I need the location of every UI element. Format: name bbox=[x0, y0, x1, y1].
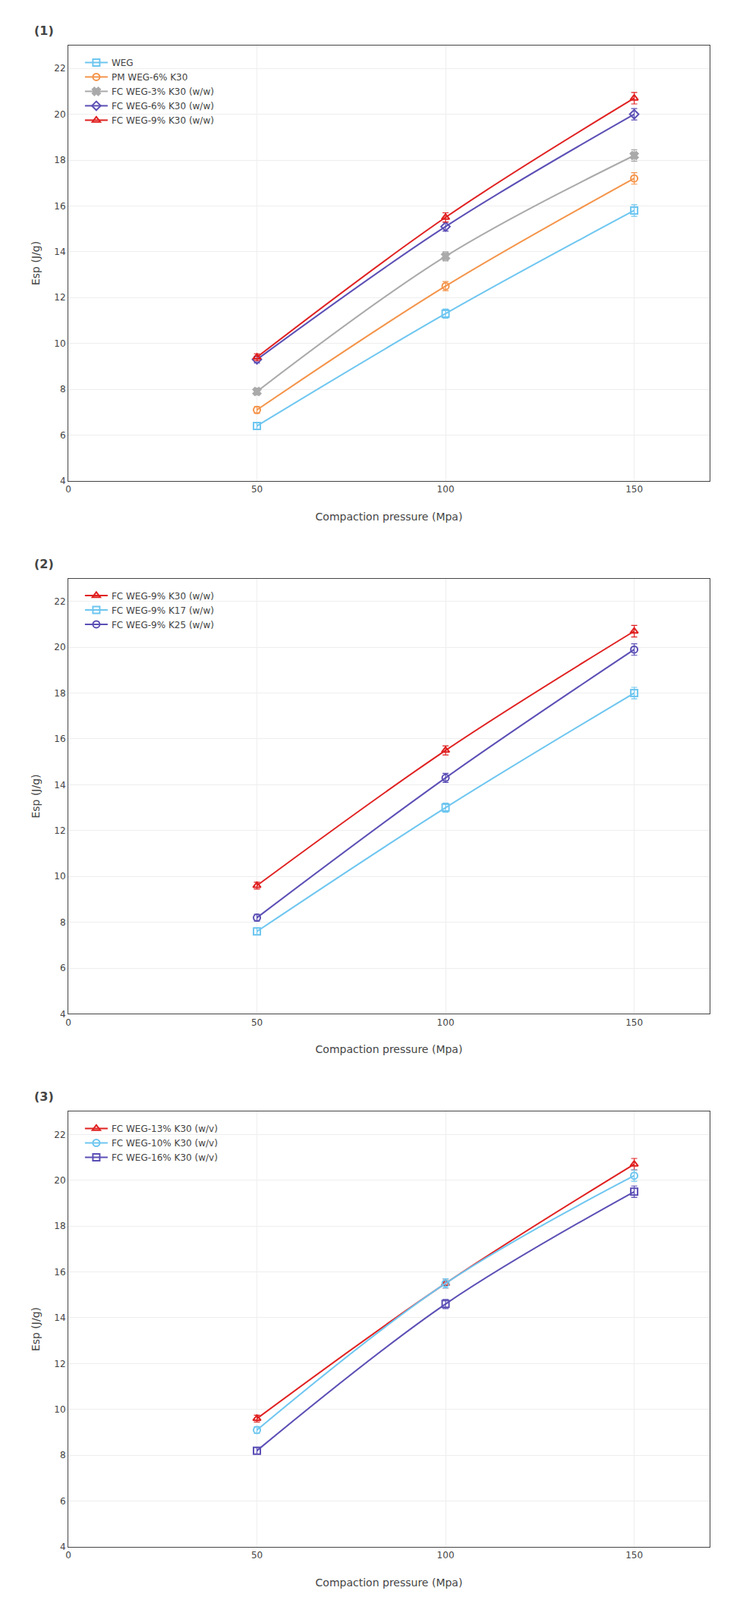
svg-text:FC WEG-9% K25 (w/w): FC WEG-9% K25 (w/w) bbox=[111, 620, 215, 631]
svg-text:4: 4 bbox=[59, 1009, 67, 1021]
svg-text:6: 6 bbox=[59, 430, 67, 441]
svg-text:150: 150 bbox=[625, 1017, 643, 1029]
svg-text:14: 14 bbox=[53, 780, 66, 791]
svg-text:50: 50 bbox=[251, 1017, 263, 1029]
svg-text:(2): (2) bbox=[34, 557, 54, 572]
svg-text:Compaction pressure (Mpa): Compaction pressure (Mpa) bbox=[315, 1043, 463, 1056]
svg-text:16: 16 bbox=[53, 733, 66, 745]
svg-text:20: 20 bbox=[53, 642, 66, 653]
svg-text:22: 22 bbox=[53, 596, 66, 608]
svg-text:WEG: WEG bbox=[111, 57, 134, 69]
svg-text:8: 8 bbox=[59, 917, 67, 929]
svg-text:FC WEG-3% K30 (w/w): FC WEG-3% K30 (w/w) bbox=[111, 86, 215, 98]
svg-text:10: 10 bbox=[53, 338, 66, 350]
svg-text:14: 14 bbox=[53, 246, 66, 258]
svg-text:100: 100 bbox=[437, 1550, 455, 1562]
svg-text:16: 16 bbox=[53, 1267, 66, 1279]
svg-text:6: 6 bbox=[59, 963, 67, 974]
svg-text:150: 150 bbox=[625, 1550, 643, 1562]
svg-text:10: 10 bbox=[53, 871, 66, 882]
svg-text:Compaction pressure (Mpa): Compaction pressure (Mpa) bbox=[315, 510, 463, 523]
svg-text:FC WEG-13% K30 (w/v): FC WEG-13% K30 (w/v) bbox=[111, 1124, 218, 1135]
svg-text:10: 10 bbox=[53, 1404, 66, 1416]
svg-text:FC WEG-9% K17 (w/w): FC WEG-9% K17 (w/w) bbox=[111, 605, 215, 617]
svg-text:12: 12 bbox=[53, 1359, 66, 1370]
svg-text:100: 100 bbox=[437, 1017, 455, 1029]
svg-text:0: 0 bbox=[65, 484, 72, 495]
svg-text:8: 8 bbox=[59, 1450, 67, 1462]
svg-text:Esp (J/g): Esp (J/g) bbox=[29, 1307, 42, 1352]
svg-text:8: 8 bbox=[59, 384, 67, 395]
svg-text:0: 0 bbox=[65, 1550, 72, 1562]
svg-text:22: 22 bbox=[53, 62, 66, 74]
svg-text:PM WEG-6% K30: PM WEG-6% K30 bbox=[111, 72, 188, 83]
svg-text:FC WEG-10% K30 (w/v): FC WEG-10% K30 (w/v) bbox=[111, 1138, 218, 1150]
svg-text:(1): (1) bbox=[34, 23, 54, 38]
svg-text:14: 14 bbox=[53, 1313, 66, 1324]
svg-text:18: 18 bbox=[53, 1221, 66, 1232]
svg-text:16: 16 bbox=[53, 201, 66, 212]
svg-text:100: 100 bbox=[437, 484, 455, 495]
svg-text:0: 0 bbox=[65, 1017, 72, 1029]
svg-text:22: 22 bbox=[53, 1130, 66, 1141]
svg-text:18: 18 bbox=[53, 688, 66, 700]
svg-text:12: 12 bbox=[53, 292, 66, 303]
svg-text:50: 50 bbox=[251, 484, 263, 495]
svg-text:6: 6 bbox=[59, 1496, 67, 1508]
svg-text:(3): (3) bbox=[34, 1089, 54, 1105]
svg-text:4: 4 bbox=[59, 1542, 67, 1553]
svg-text:50: 50 bbox=[251, 1550, 263, 1562]
svg-text:150: 150 bbox=[625, 484, 643, 495]
svg-text:FC WEG-16% K30 (w/v): FC WEG-16% K30 (w/v) bbox=[111, 1152, 218, 1164]
svg-text:12: 12 bbox=[53, 825, 66, 837]
svg-text:18: 18 bbox=[53, 154, 66, 166]
svg-text:FC WEG-9% K30 (w/w): FC WEG-9% K30 (w/w) bbox=[111, 115, 215, 126]
svg-text:FC WEG-9% K30 (w/w): FC WEG-9% K30 (w/w) bbox=[111, 591, 215, 602]
svg-text:20: 20 bbox=[53, 109, 66, 120]
svg-text:4: 4 bbox=[59, 475, 67, 487]
svg-text:Esp (J/g): Esp (J/g) bbox=[29, 774, 42, 819]
svg-text:Compaction pressure (Mpa): Compaction pressure (Mpa) bbox=[315, 1577, 463, 1590]
svg-text:FC WEG-6% K30 (w/w): FC WEG-6% K30 (w/w) bbox=[111, 100, 215, 112]
svg-text:Esp (J/g): Esp (J/g) bbox=[29, 241, 42, 286]
svg-text:20: 20 bbox=[53, 1175, 66, 1187]
